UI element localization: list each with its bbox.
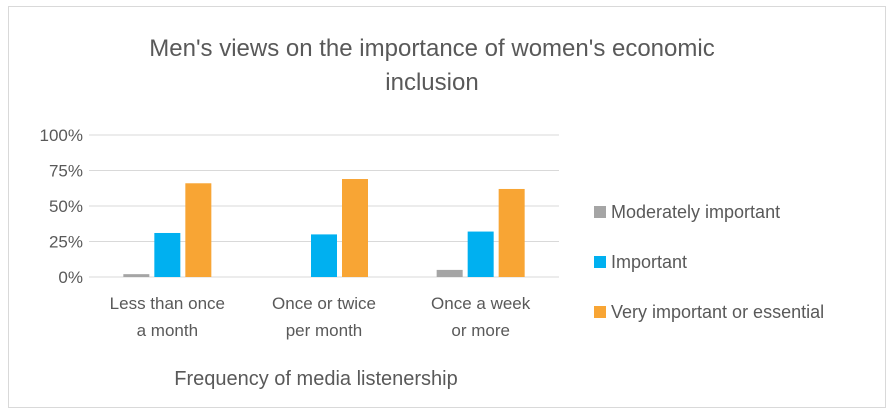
bar: [467, 231, 494, 277]
x-tick-label: per month: [286, 321, 363, 340]
y-tick-label: 25%: [49, 233, 83, 252]
bar: [185, 183, 212, 277]
chart-frame: Men's views on the importance of women's…: [8, 6, 886, 408]
y-tick-label: 50%: [49, 197, 83, 216]
bar-chart: Men's views on the importance of women's…: [40, 35, 825, 390]
x-tick-label: Once a week: [431, 294, 531, 313]
y-axis-tick-labels: 0% 25% 50% 75% 100%: [40, 126, 83, 287]
bar: [123, 274, 150, 277]
x-tick-label: Less than once: [110, 294, 225, 313]
legend-swatch: [594, 206, 606, 218]
y-tick-label: 100%: [40, 126, 83, 145]
legend-label: Important: [611, 252, 687, 272]
x-axis-title: Frequency of media listenership: [174, 368, 457, 390]
legend: Moderately important Important Very import…: [594, 202, 824, 322]
bar: [311, 234, 337, 277]
bars: [123, 179, 525, 277]
bar: [498, 188, 525, 277]
legend-swatch: [594, 256, 606, 268]
x-tick-label: Once or twice: [272, 294, 376, 313]
bar: [436, 269, 463, 277]
y-tick-label: 0%: [58, 268, 83, 287]
y-tick-label: 75%: [49, 162, 83, 181]
x-tick-label: a month: [137, 321, 198, 340]
chart-title-line-1: Men's views on the importance of women's…: [149, 35, 714, 62]
chart-title-line-2: inclusion: [385, 69, 478, 96]
bar: [154, 232, 181, 277]
legend-label: Very important or essential: [611, 302, 824, 322]
bar: [342, 179, 368, 277]
legend-label: Moderately important: [611, 202, 780, 222]
legend-swatch: [594, 306, 606, 318]
x-axis-tick-labels: Less than once a month Once or twice per mo…: [110, 294, 531, 340]
x-tick-label: or more: [451, 321, 510, 340]
